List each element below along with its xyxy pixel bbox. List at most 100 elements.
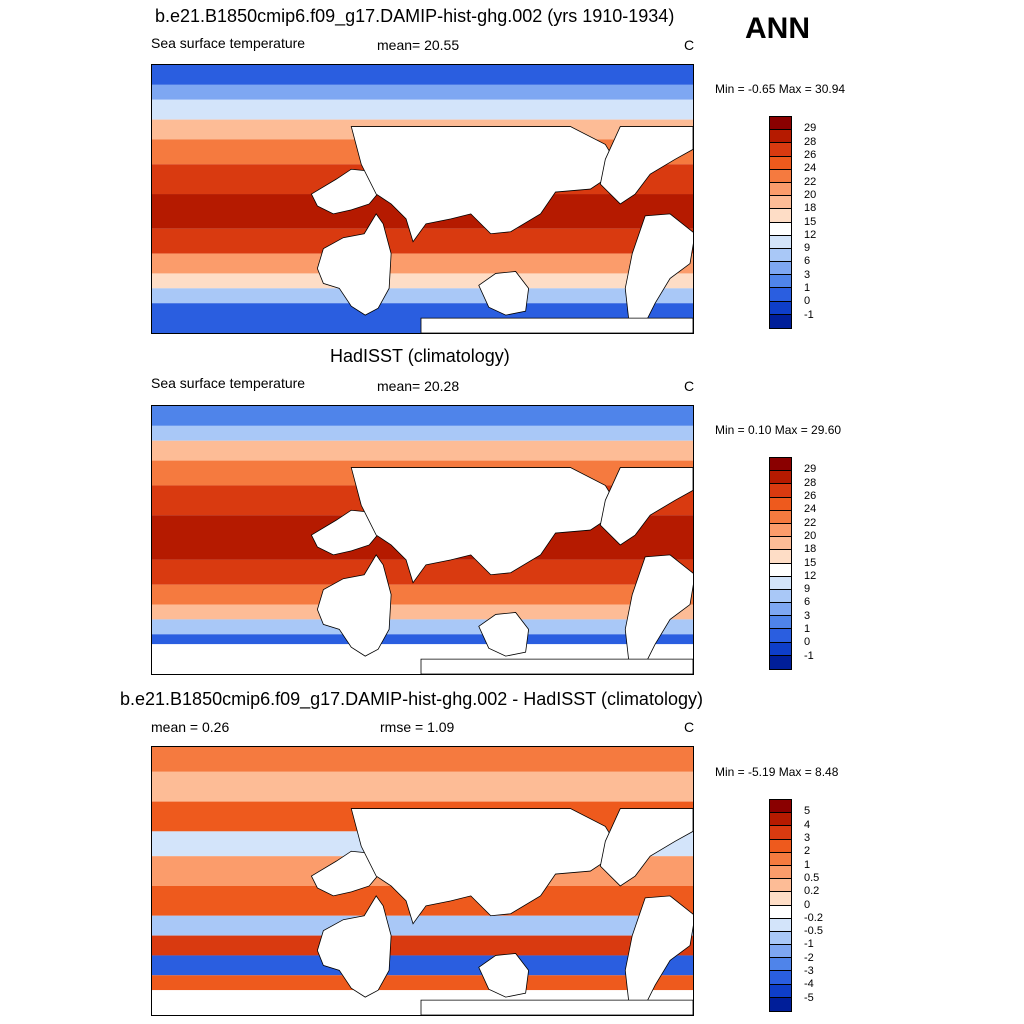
colorbar-tick-label: -3 <box>804 965 814 978</box>
sst-field-band <box>152 915 693 936</box>
colorbar-tick-label: 6 <box>804 596 811 609</box>
colorbar-tick-label: 29 <box>804 463 817 476</box>
colorbar-swatch <box>770 958 791 972</box>
variable-label-model: Sea surface temperature <box>151 35 306 51</box>
rmse-label-diff: rmse = 1.09 <box>380 719 455 735</box>
continent-outline <box>316 554 392 657</box>
colorbar-swatch <box>770 248 791 263</box>
continent-outline <box>624 554 693 674</box>
colorbar-tick-label: 3 <box>804 268 811 281</box>
colorbar-tick-label: 28 <box>804 135 817 148</box>
colorbar-tick-label: -1 <box>804 649 814 662</box>
min-max-label-model: Min = -0.65 Max = 30.94 <box>715 82 846 96</box>
colorbar-tick-label: 15 <box>804 215 817 228</box>
sst-field-band <box>152 65 693 85</box>
colorbar-swatch <box>770 905 791 919</box>
colorbar-swatch <box>770 196 791 210</box>
colorbar-tick-label: -5 <box>804 991 814 1004</box>
panel-title-diff: b.e21.B1850cmip6.f09_g17.DAMIP-hist-ghg.… <box>120 689 703 709</box>
continent-outline <box>310 850 382 897</box>
sst-field-band <box>152 584 693 605</box>
colorbar-swatch <box>770 892 791 906</box>
min-max-label-obs: Min = 0.10 Max = 29.60 <box>715 423 842 437</box>
colorbar-tick-label: 4 <box>804 818 811 831</box>
colorbar-swatch <box>770 497 791 511</box>
colorbar-model <box>769 116 792 329</box>
colorbar-swatch <box>770 879 791 893</box>
colorbar-swatch <box>770 576 791 590</box>
colorbar-tick-label: 20 <box>804 529 817 542</box>
colorbar-tick-label: 0.5 <box>804 871 820 884</box>
colorbar-swatch <box>770 117 791 131</box>
sst-field-band <box>152 406 693 426</box>
sst-field-band <box>152 425 693 441</box>
colorbar-tick-label: 0 <box>804 295 811 308</box>
colorbar-swatch <box>770 616 791 630</box>
min-max-label-diff: Min = -5.19 Max = 8.48 <box>715 765 839 779</box>
colorbar-tick-label: -1 <box>804 938 814 951</box>
colorbar-swatch <box>770 931 791 946</box>
colorbar-tick-label: 0 <box>804 636 811 649</box>
colorbar-tick-label: 1 <box>804 623 811 636</box>
colorbar-swatch <box>770 484 791 498</box>
colorbar-tick-label: 22 <box>804 516 817 529</box>
continent-outline <box>478 612 530 657</box>
colorbar-tick-label: -4 <box>804 978 814 991</box>
colorbar-swatch <box>770 156 791 170</box>
continent-outline <box>599 467 693 546</box>
colorbar-tick-label: 20 <box>804 188 817 201</box>
colorbar-tick-label: 28 <box>804 476 817 489</box>
colorbar-swatch <box>770 209 791 223</box>
mean-label-obs: mean= 20.28 <box>377 378 460 394</box>
variable-label-obs: Sea surface temperature <box>151 375 306 391</box>
season-label: ANN <box>745 12 810 45</box>
continent-outline <box>478 953 530 998</box>
colorbar-swatch <box>770 589 791 604</box>
colorbar-tick-label: 5 <box>804 805 811 818</box>
colorbar-swatch <box>770 800 791 814</box>
colorbar-swatch <box>770 550 791 564</box>
colorbar-tick-label: -0.2 <box>804 911 823 924</box>
colorbar-swatch <box>770 143 791 157</box>
sst-field-band <box>152 604 693 620</box>
colorbar-swatch <box>770 314 791 328</box>
sst-field-band <box>152 440 693 461</box>
continent-outline <box>624 213 693 333</box>
continent-outline <box>624 895 693 1015</box>
colorbar-swatch <box>770 262 791 276</box>
colorbar-swatch <box>770 458 791 472</box>
sst-field-band <box>152 747 693 772</box>
sst-field-band <box>152 99 693 120</box>
colorbar-tick-label: 29 <box>804 122 817 135</box>
colorbar-swatch <box>770 918 791 932</box>
colorbar-tick-label: 12 <box>804 228 817 241</box>
colorbar-diff <box>769 799 792 1012</box>
units-label-obs: C <box>684 378 695 394</box>
colorbar-tick-label: 24 <box>804 503 817 516</box>
sst-field-band <box>152 228 693 254</box>
colorbar-tick-label: 26 <box>804 148 817 161</box>
colorbar-swatch <box>770 971 791 985</box>
sst-field-band <box>152 771 693 802</box>
colorbar-tick-label: 3 <box>804 609 811 622</box>
colorbar-tick-label: 0 <box>804 898 811 911</box>
colorbar-obs <box>769 457 792 670</box>
continent-outline <box>420 317 693 333</box>
sst-map-obs <box>151 405 694 675</box>
colorbar-swatch <box>770 182 791 197</box>
sst-field-band <box>152 955 693 976</box>
continent-outline <box>420 658 693 674</box>
colorbar-swatch <box>770 839 791 853</box>
colorbar-swatch <box>770 275 791 289</box>
colorbar-swatch <box>770 301 791 315</box>
colorbar-tick-label: 1 <box>804 282 811 295</box>
colorbar-swatch <box>770 288 791 302</box>
continent-outline <box>599 126 693 205</box>
continent-outline <box>316 895 392 998</box>
colorbar-swatch <box>770 603 791 617</box>
continent-outline <box>310 509 382 556</box>
continent-outline <box>316 213 392 316</box>
colorbar-tick-label: 2 <box>804 845 811 858</box>
continent-outline <box>599 808 693 887</box>
colorbar-tick-label: -1 <box>804 308 814 321</box>
